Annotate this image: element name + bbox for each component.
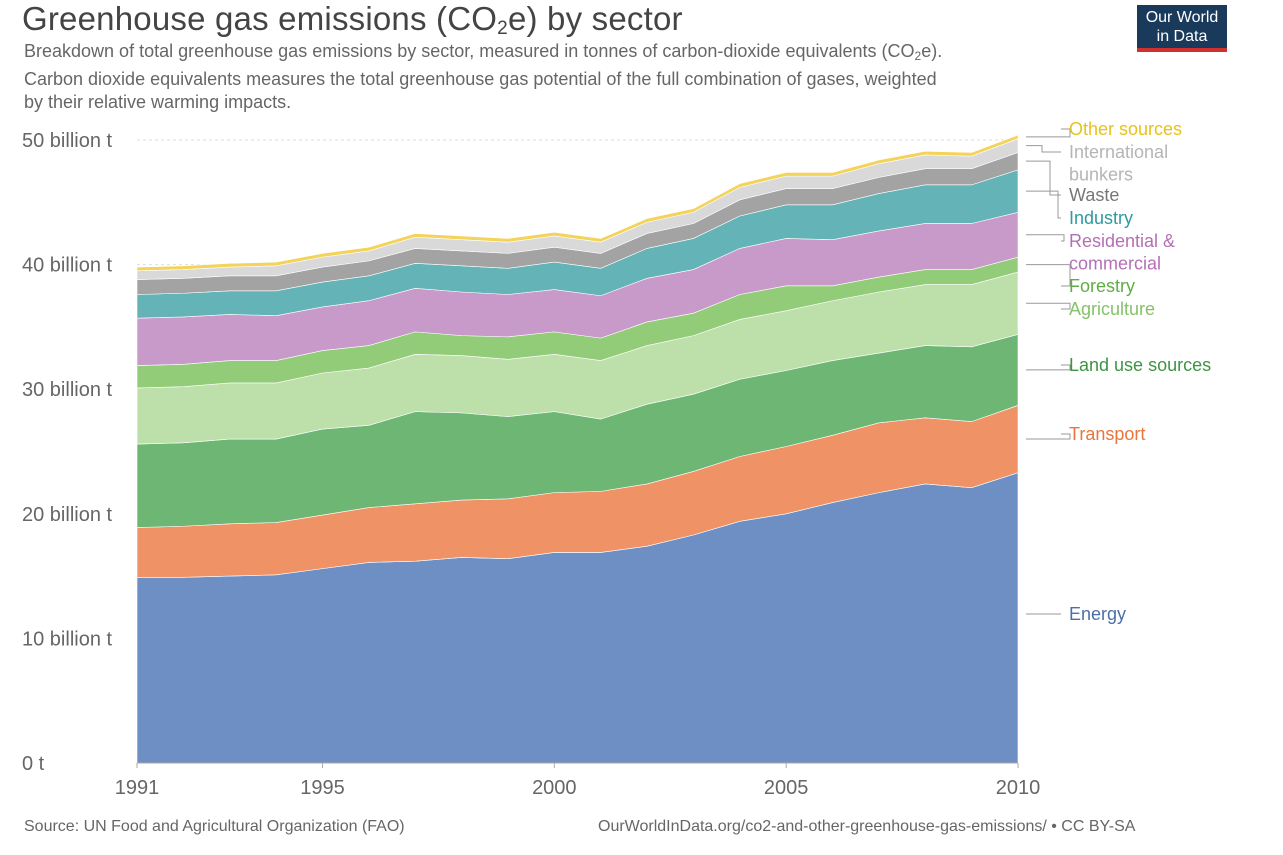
legend-label-residential: commercial bbox=[1069, 254, 1161, 274]
legend-label-other: Other sources bbox=[1069, 119, 1182, 139]
legend-label-transport: Transport bbox=[1069, 424, 1145, 444]
legend-label-waste: Waste bbox=[1069, 185, 1119, 205]
subtitle-line-1-end: e). bbox=[921, 41, 943, 61]
x-tick-label: 2010 bbox=[996, 777, 1041, 799]
legend-connector-other bbox=[1026, 128, 1071, 138]
legend-connector-agriculture bbox=[1026, 302, 1071, 310]
legend-connector-bunkers bbox=[1026, 145, 1061, 153]
y-tick-label: 10 billion t bbox=[22, 628, 113, 650]
source-note: Source: UN Food and Agricultural Organiz… bbox=[24, 818, 405, 835]
y-tick-label: 30 billion t bbox=[22, 379, 113, 401]
y-tick-label: 50 billion t bbox=[22, 130, 113, 152]
legend-connector-land_use bbox=[1026, 364, 1071, 371]
y-tick-label: 0 t bbox=[22, 753, 45, 775]
y-tick-label: 20 billion t bbox=[22, 504, 113, 526]
subtitle-line-1-text: Breakdown of total greenhouse gas emissi… bbox=[24, 41, 915, 61]
chart-title: Greenhouse gas emissions (CO2e) by secto… bbox=[22, 0, 683, 40]
legend-connector-forestry bbox=[1026, 264, 1071, 287]
logo-line-1: Our World bbox=[1145, 9, 1219, 26]
subtitle-line-2: Carbon dioxide equivalents measures the … bbox=[24, 69, 937, 89]
legend-label-land_use: Land use sources bbox=[1069, 355, 1211, 375]
x-tick-label: 2005 bbox=[764, 777, 809, 799]
legend-connector-residential bbox=[1026, 234, 1065, 242]
subtitle-subscript: 2 bbox=[914, 49, 922, 63]
legend-label-bunkers: bunkers bbox=[1069, 165, 1133, 185]
title-subscript: 2 bbox=[497, 18, 508, 39]
legend-label-residential: Residential & bbox=[1069, 231, 1175, 251]
chart-subtitle: Breakdown of total greenhouse gas emissi… bbox=[24, 40, 1134, 114]
legend-label-industry: Industry bbox=[1069, 208, 1133, 228]
y-tick-label: 40 billion t bbox=[22, 255, 113, 277]
legend-connector-industry bbox=[1026, 190, 1061, 219]
x-tick-label: 2000 bbox=[532, 777, 577, 799]
owid-logo[interactable]: Our World in Data bbox=[1137, 5, 1227, 52]
title-end: e) by sector bbox=[507, 0, 683, 37]
legend-label-agriculture: Agriculture bbox=[1069, 299, 1155, 319]
x-tick-label: 1991 bbox=[115, 777, 160, 799]
legend-label-forestry: Forestry bbox=[1069, 276, 1135, 296]
area-other bbox=[136, 134, 1019, 272]
subtitle-line-1: Breakdown of total greenhouse gas emissi… bbox=[24, 40, 1134, 68]
legend-connector-waste bbox=[1026, 160, 1061, 196]
subtitle-line-3: by their relative warming impacts. bbox=[24, 92, 292, 112]
legend-connector-transport bbox=[1026, 433, 1071, 440]
legend-label-bunkers: International bbox=[1069, 142, 1168, 162]
source-url[interactable]: OurWorldInData.org/co2-and-other-greenho… bbox=[598, 818, 1136, 835]
x-tick-label: 1995 bbox=[300, 777, 345, 799]
legend-label-energy: Energy bbox=[1069, 604, 1126, 624]
logo-line-2: in Data bbox=[1156, 28, 1208, 45]
title-main: Greenhouse gas emissions (CO bbox=[22, 0, 498, 37]
